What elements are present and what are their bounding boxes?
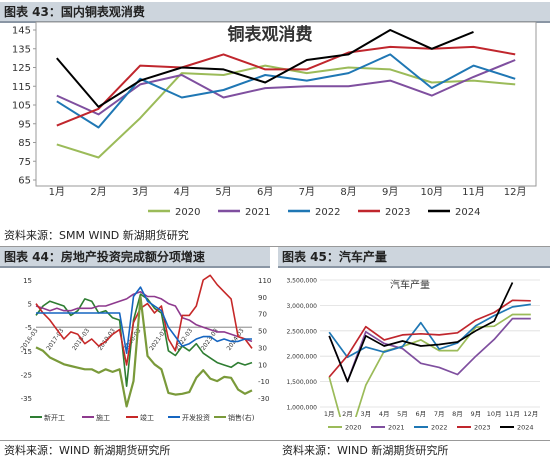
y-tick-label: 2,500,000 bbox=[286, 328, 317, 335]
y-right-tick-label: 30 bbox=[258, 344, 267, 352]
legend-label-2023: 2023 bbox=[474, 424, 491, 432]
y-tick-label: 85 bbox=[18, 138, 31, 149]
x-tick-label: 2017-03 bbox=[45, 327, 65, 352]
figure45-source: 资料来源：WIND 新湖期货研究所 bbox=[282, 444, 449, 457]
y-tick-label: 75 bbox=[18, 157, 31, 168]
x-tick-label: 6月 bbox=[257, 186, 273, 198]
y-left-tick-label: -35 bbox=[21, 395, 32, 403]
x-tick-label: 8月 bbox=[452, 410, 463, 418]
legend-label-2024: 2024 bbox=[517, 424, 534, 432]
legend-label-开发投资: 开发投资 bbox=[182, 413, 210, 422]
y-left-tick-label: -15 bbox=[21, 348, 32, 356]
x-tick-label: 10月 bbox=[420, 186, 443, 198]
y-tick-label: 3,500,000 bbox=[286, 278, 317, 285]
x-tick-label: 12月 bbox=[504, 186, 527, 198]
y-right-tick-label: 10 bbox=[258, 361, 267, 369]
x-tick-label: 2月 bbox=[90, 186, 106, 198]
x-tick-label: 1月 bbox=[49, 186, 65, 198]
legend-label-新开工: 新开工 bbox=[44, 413, 65, 422]
y-tick-label: 3,000,000 bbox=[286, 303, 317, 310]
y-left-tick-label: 5 bbox=[28, 301, 32, 309]
divider bbox=[0, 246, 550, 247]
y-tick-label: 65 bbox=[18, 176, 31, 187]
figure44-title: 图表 44：房地产投资完成额分项增速 bbox=[4, 250, 205, 264]
series-line-新开工 bbox=[35, 293, 253, 387]
y-right-tick-label: -30 bbox=[258, 395, 269, 403]
x-tick-label: 12月 bbox=[523, 410, 538, 418]
series-line-2021 bbox=[328, 317, 531, 383]
x-tick-label: 4月 bbox=[379, 410, 390, 418]
y-tick-label: 95 bbox=[18, 119, 31, 130]
x-tick-label: 1月 bbox=[324, 410, 335, 418]
x-tick-label: 6月 bbox=[416, 410, 427, 418]
chart-title: 汽车产量 bbox=[390, 278, 430, 291]
x-tick-label: 9月 bbox=[471, 410, 482, 418]
x-tick-label: 4月 bbox=[174, 186, 190, 198]
legend-label-2021: 2021 bbox=[245, 207, 270, 218]
x-tick-label: 8月 bbox=[340, 186, 356, 198]
y-tick-label: 1,000,000 bbox=[286, 405, 317, 412]
x-tick-label: 3月 bbox=[132, 186, 148, 198]
y-right-tick-label: 90 bbox=[258, 294, 267, 302]
series-line-竣工 bbox=[35, 274, 253, 366]
series-group bbox=[328, 282, 531, 417]
figure44-source: 资料来源：WIND 新湖期货研究所 bbox=[4, 444, 171, 457]
x-tick-label: 7月 bbox=[434, 410, 445, 418]
y-tick-label: 115 bbox=[12, 82, 31, 93]
legend-label-2023: 2023 bbox=[385, 207, 410, 218]
auto-output-chart: 汽车产量 1,000,000 1,500,000 2,000,000 2,500,00… bbox=[286, 278, 540, 432]
legend-label-2022: 2022 bbox=[315, 207, 340, 218]
series-line-2023 bbox=[56, 45, 516, 127]
y-tick-label: 125 bbox=[12, 63, 31, 74]
legend-label-销售(右): 销售(右) bbox=[228, 413, 255, 422]
x-tick-label: 9月 bbox=[382, 186, 398, 198]
y-left-tick-label: 15 bbox=[23, 277, 32, 285]
figure43-title: 图表 43：国内铜表观消费 bbox=[4, 5, 145, 19]
series-line-2022 bbox=[56, 53, 516, 129]
x-tick-label: 7月 bbox=[299, 186, 315, 198]
figure45-header: 图表 45：汽车产量 bbox=[278, 247, 550, 268]
copy-consumption-chart: 铜表观消费 65 75 85 95 105 115 125 135 145 1月 2月 3月 4月 5月 6… bbox=[12, 21, 537, 218]
y-tick-label: 135 bbox=[12, 44, 31, 55]
legend-label-2024: 2024 bbox=[455, 207, 480, 218]
x-tick-label: 5月 bbox=[397, 410, 408, 418]
y-right-tick-label: 110 bbox=[258, 277, 271, 285]
x-tick-label: 3月 bbox=[361, 410, 372, 418]
x-tick-label: 2月 bbox=[342, 410, 353, 418]
legend-label-竣工: 竣工 bbox=[140, 413, 154, 422]
series-line-2024 bbox=[56, 29, 474, 108]
series-line-销售(右) bbox=[35, 295, 253, 408]
y-left-tick-label: -5 bbox=[25, 324, 32, 332]
chart-title: 铜表观消费 bbox=[228, 24, 313, 45]
legend-label-2022: 2022 bbox=[431, 424, 448, 432]
y-tick-label: 105 bbox=[12, 101, 31, 112]
x-tick-label: 2023-03 bbox=[200, 327, 220, 352]
series-line-2023 bbox=[328, 299, 531, 378]
y-tick-label: 1,500,000 bbox=[286, 379, 317, 386]
figure44-header: 图表 44：房地产投资完成额分项增速 bbox=[0, 247, 270, 268]
y-tick-label: 145 bbox=[12, 26, 31, 37]
legend-label-2020: 2020 bbox=[175, 207, 200, 218]
figure43-source: 资料来源：SMM WIND 新湖期货研究 bbox=[4, 229, 189, 242]
real-estate-investment-chart: -35-25-15-5515-30-1010305070901102016-03… bbox=[20, 274, 271, 422]
x-tick-label: 10月 bbox=[487, 410, 502, 418]
x-tick-label: 11月 bbox=[462, 186, 485, 198]
legend-label-施工: 施工 bbox=[96, 413, 110, 422]
figure45-title: 图表 45：汽车产量 bbox=[282, 250, 387, 264]
y-left-tick-label: -25 bbox=[21, 371, 32, 379]
y-right-tick-label: 50 bbox=[258, 328, 267, 336]
legend-label-2021: 2021 bbox=[388, 424, 405, 432]
divider bbox=[0, 440, 550, 441]
x-tick-label: 11月 bbox=[505, 410, 520, 418]
legend-label-2020: 2020 bbox=[345, 424, 362, 432]
series-line-开发投资 bbox=[36, 286, 252, 354]
series-line-2024 bbox=[328, 282, 514, 383]
y-right-tick-label: -10 bbox=[258, 378, 269, 386]
y-right-tick-label: 70 bbox=[258, 311, 267, 319]
y-tick-label: 2,000,000 bbox=[286, 354, 317, 361]
figure43-header: 图表 43：国内铜表观消费 bbox=[0, 2, 550, 23]
x-tick-label: 5月 bbox=[215, 186, 231, 198]
series-line-2021 bbox=[56, 59, 516, 116]
